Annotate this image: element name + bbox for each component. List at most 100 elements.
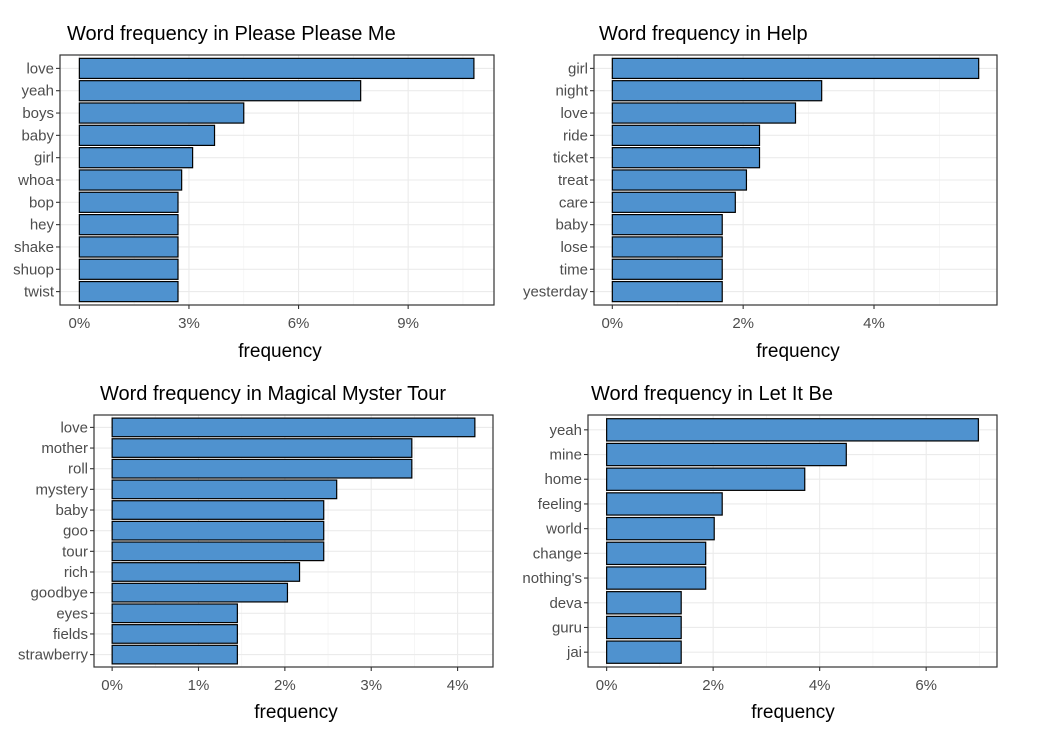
bar-treat	[611, 169, 748, 191]
y-tick-label: boys	[22, 105, 54, 122]
chart-title: Word frequency in Please Please Me	[67, 23, 396, 45]
y-tick-label: yeah	[549, 422, 582, 439]
y-tick-label: yesterday	[523, 284, 589, 301]
x-tick-label: 0%	[596, 677, 618, 694]
y-tick-label: ride	[563, 127, 588, 144]
bar-mother	[111, 438, 413, 458]
bar-change	[606, 541, 707, 566]
x-tick-label: 2%	[702, 677, 724, 694]
bar-love	[78, 57, 475, 80]
chart-title: Word frequency in Magical Myster Tour	[100, 383, 446, 405]
y-tick-label: time	[560, 261, 588, 278]
y-tick-label: mine	[549, 447, 582, 464]
bar-mine	[606, 442, 847, 467]
bar-strawberry	[111, 644, 238, 665]
bar-rich	[111, 562, 301, 582]
x-tick-label: 3%	[360, 677, 382, 694]
y-tick-label: baby	[555, 217, 588, 234]
bar-guru	[606, 615, 682, 640]
bar-feeling	[606, 492, 723, 516]
y-tick-label: baby	[55, 502, 88, 519]
y-tick-label: nothing's	[522, 570, 582, 587]
y-tick-label: love	[26, 60, 54, 77]
bar-time	[611, 258, 723, 280]
bar-goo	[111, 520, 325, 541]
y-tick-label: shuop	[13, 261, 54, 278]
bar-goodbye	[111, 582, 289, 603]
bar-ticket	[611, 147, 761, 169]
chart-panel-1: love yeah boys baby girl whoa bop hey shake shuop…	[13, 23, 495, 362]
y-tick-label: care	[559, 194, 588, 211]
bar-bop	[78, 191, 179, 213]
bar-care	[611, 191, 736, 213]
x-tick-label: 6%	[915, 677, 937, 694]
bar-shuop	[78, 258, 179, 280]
x-tick-label: 4%	[447, 677, 469, 694]
bar-roll	[111, 458, 413, 479]
panel-border	[93, 414, 494, 668]
bar-baby	[78, 124, 216, 147]
x-tick-label: 9%	[397, 315, 419, 332]
y-tick-label: world	[545, 521, 582, 538]
bar-mystery	[111, 479, 338, 500]
bar-girl	[78, 147, 194, 169]
bar-jai	[606, 640, 682, 664]
y-tick-label: baby	[21, 127, 54, 144]
chart-title: Word frequency in Let It Be	[591, 383, 833, 405]
bar-whoa	[78, 169, 183, 191]
x-axis-label: frequency	[254, 702, 338, 723]
y-tick-label: eyes	[56, 605, 88, 622]
bar-baby	[111, 500, 325, 520]
bar-girl	[611, 57, 980, 80]
bar-boys	[78, 102, 245, 124]
y-tick-label: goodbye	[30, 585, 88, 602]
x-axis-label: frequency	[238, 341, 322, 362]
bar-twist	[78, 280, 179, 303]
chart-panel-3: love mother roll mystery baby goo tour rich good…	[18, 383, 494, 723]
x-tick-label: 3%	[178, 315, 200, 332]
bar-night	[611, 80, 823, 102]
x-axis-label: frequency	[751, 702, 835, 723]
bar-yeah	[606, 418, 979, 442]
x-tick-label: 0%	[69, 315, 91, 332]
chart-panel-4: yeah mine home feeling world change nothing's d…	[522, 383, 998, 723]
y-tick-label: feeling	[538, 496, 582, 513]
y-tick-label: love	[60, 419, 88, 436]
y-tick-label: shake	[14, 239, 54, 256]
y-tick-label: bop	[29, 194, 54, 211]
y-tick-label: deva	[549, 595, 582, 612]
bar-deva	[606, 591, 682, 615]
y-tick-label: girl	[34, 150, 54, 167]
y-tick-label: night	[555, 83, 588, 100]
x-tick-label: 2%	[732, 315, 754, 332]
y-tick-label: twist	[24, 284, 55, 301]
bar-hey	[78, 213, 179, 236]
y-tick-label: lose	[560, 239, 588, 256]
y-tick-label: love	[560, 105, 588, 122]
x-tick-label: 1%	[188, 677, 210, 694]
y-tick-label: mystery	[36, 481, 89, 498]
y-tick-label: change	[533, 545, 582, 562]
bar-lose	[611, 236, 723, 258]
y-tick-label: fields	[53, 626, 88, 643]
bar-yesterday	[611, 280, 723, 303]
bar-fields	[111, 624, 238, 644]
bar-eyes	[111, 603, 238, 624]
bar-world	[606, 516, 715, 541]
bar-shake	[78, 236, 179, 258]
bar-yeah	[78, 80, 362, 102]
y-tick-label: whoa	[17, 172, 55, 189]
y-tick-label: tour	[62, 543, 88, 560]
y-tick-label: goo	[63, 523, 88, 540]
y-tick-label: rich	[64, 564, 88, 581]
bar-home	[606, 467, 806, 491]
bar-nothing-s	[606, 566, 707, 590]
chart-title: Word frequency in Help	[599, 23, 808, 45]
bar-love	[111, 417, 476, 438]
y-tick-label: girl	[568, 60, 588, 77]
x-tick-label: 4%	[809, 677, 831, 694]
x-tick-label: 6%	[288, 315, 310, 332]
y-tick-label: hey	[30, 217, 55, 234]
y-tick-label: treat	[558, 172, 589, 189]
